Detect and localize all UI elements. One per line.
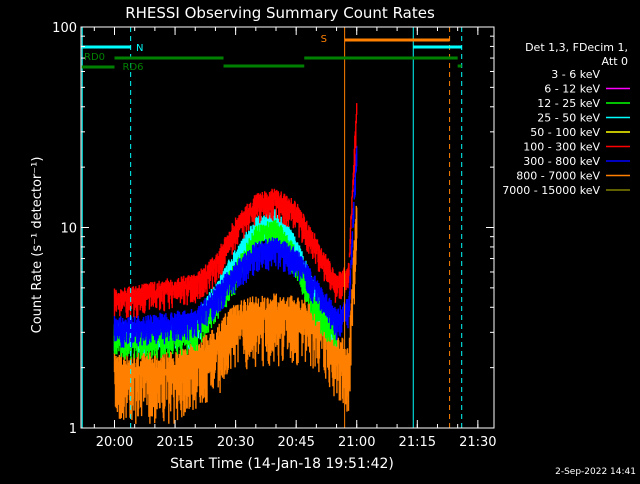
flag-rd6: RD6 (115, 58, 462, 73)
x-tick-label-5: 21:15 (399, 435, 436, 450)
legend-header-0: Det 1,3, FDecim 1, (525, 41, 628, 54)
flag-rd0: RD0 (81, 52, 115, 67)
y-tick-label-2: 100 (52, 21, 77, 36)
legend-label-25-50-kev: 25 - 50 keV (537, 112, 600, 125)
chart-title: RHESSI Observing Summary Count Rates (125, 4, 435, 22)
x-tick-label-2: 20:30 (217, 435, 254, 450)
flag-label-n: N (136, 43, 143, 54)
x-tick-label-1: 20:15 (156, 435, 193, 450)
flag-s: S (321, 34, 450, 45)
flag-label-s: S (321, 34, 327, 45)
legend-label-100-300-kev: 100 - 300 keV (523, 141, 600, 154)
x-tick-label-0: 20:00 (96, 435, 133, 450)
legend-header-1: Att 0 (602, 55, 628, 68)
x-tick-label-4: 21:00 (338, 435, 375, 450)
x-axis-label: Start Time (14-Jan-18 19:51:42) (170, 456, 394, 472)
legend-label-6-12-kev: 6 - 12 keV (544, 83, 600, 96)
x-tick-label-6: 21:30 (459, 435, 496, 450)
flag-label-rd0: RD0 (84, 52, 105, 63)
legend-label-800-7000-kev: 800 - 7000 keV (516, 170, 600, 183)
legend-label-3-6-kev: 3 - 6 keV (551, 68, 600, 81)
legend-label-12-25-kev: 12 - 25 keV (537, 97, 600, 110)
flag-n: N (81, 43, 462, 54)
y-tick-label-1: 10 (60, 222, 77, 237)
legend-label-50-100-kev: 50 - 100 keV (530, 126, 600, 139)
flag-label-rd6: RD6 (123, 62, 144, 73)
generated-timestamp: 2-Sep-2022 14:41 (555, 467, 636, 477)
legend-label-7000-15000-kev: 7000 - 15000 keV (502, 184, 600, 197)
y-axis-label: Count Rate (s⁻¹ detector⁻¹) (30, 157, 45, 334)
x-tick-label-3: 20:45 (277, 435, 314, 450)
y-tick-label-0: 1 (69, 422, 77, 437)
legend-label-300-800-kev: 300 - 800 keV (523, 155, 600, 168)
